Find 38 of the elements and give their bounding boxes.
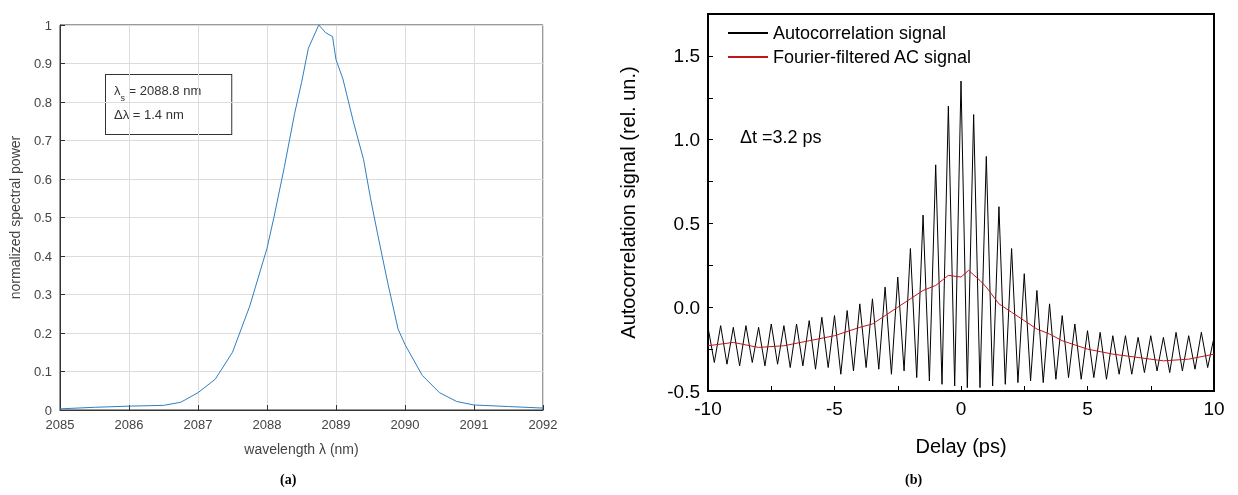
x-axis-title: Delay (ps)	[915, 435, 1007, 457]
text: (a)	[280, 471, 297, 488]
y-tick-label: 0.2	[33, 325, 52, 341]
x-tick-label: -5	[826, 398, 843, 419]
line-series	[707, 269, 1215, 362]
y-tick-label: 1	[44, 17, 52, 33]
text: (b)	[905, 471, 923, 488]
y-axis-title: normalized spectral power	[7, 135, 23, 300]
y-tick-label: 0.0	[673, 296, 700, 318]
x-tick-label: 0	[955, 398, 967, 419]
y-tick-label: 0.5	[673, 212, 700, 234]
x-tick-label: 2092	[528, 417, 558, 432]
y-tick-label: 0.1	[33, 364, 52, 379]
legend-label: Autocorrelation signal	[773, 23, 947, 43]
legend-label: Fourier-filtered AC signal	[773, 47, 972, 67]
y-axis-title: Autocorrelation signal (rel. un.)	[617, 66, 639, 339]
x-tick-label: 2089	[321, 417, 351, 432]
x-tick-label: 2086	[114, 417, 144, 432]
x-tick-label: 5	[1082, 398, 1093, 419]
x-tick-label: 2090	[390, 417, 420, 432]
y-tick-label: 0.9	[33, 56, 52, 71]
x-tick-label: 2085	[45, 417, 75, 432]
x-axis-title: wavelength λ (nm)	[243, 441, 359, 457]
y-tick-label: 0.6	[33, 171, 52, 187]
y-tick-label: 0.3	[33, 287, 52, 302]
y-tick-label: 1.5	[673, 45, 700, 67]
x-tick-label: 2091	[459, 417, 489, 432]
y-tick-label: 0.8	[33, 94, 52, 110]
y-tick-label: 0.4	[33, 248, 52, 264]
annotation: Δλ = 1.4 nm	[114, 106, 184, 122]
annotation: Δt =3.2 ps	[740, 127, 822, 147]
x-tick-label: 2088	[252, 417, 282, 432]
y-tick-label: 1.0	[673, 129, 700, 151]
line-series	[59, 24, 544, 410]
y-tick-label: 0.7	[33, 133, 52, 148]
x-tick-label: 10	[1203, 398, 1225, 419]
y-tick-label: 0.5	[33, 210, 52, 225]
x-tick-label: 2087	[183, 417, 213, 432]
